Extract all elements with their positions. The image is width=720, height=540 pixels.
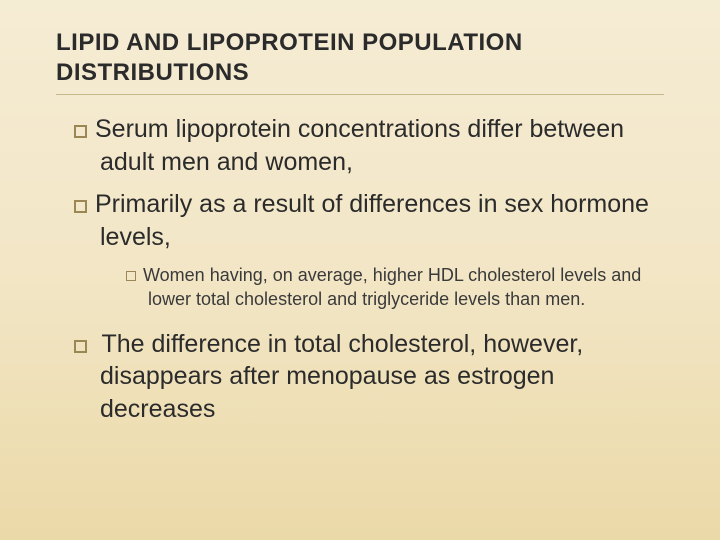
bullet-text: Women having, on average, higher HDL cho…	[143, 265, 641, 309]
bullet-level2: Women having, on average, higher HDL cho…	[56, 263, 664, 312]
bullet-level1: Primarily as a result of differences in …	[56, 188, 664, 253]
bullet-text: Primarily as a result of differences in …	[95, 190, 649, 251]
square-bullet-icon	[74, 340, 87, 353]
bullet-text: The difference in total cholesterol, how…	[95, 330, 583, 423]
bullet-level1: Serum lipoprotein concentrations differ …	[56, 113, 664, 178]
bullet-level1: The difference in total cholesterol, how…	[56, 328, 664, 426]
square-bullet-icon	[74, 200, 87, 213]
square-bullet-icon	[126, 271, 136, 281]
slide-title: LIPID AND LIPOPROTEIN POPULATION DISTRIB…	[56, 28, 664, 95]
slide-container: LIPID AND LIPOPROTEIN POPULATION DISTRIB…	[0, 0, 720, 453]
square-bullet-icon	[74, 125, 87, 138]
bullet-text: Serum lipoprotein concentrations differ …	[95, 115, 624, 176]
